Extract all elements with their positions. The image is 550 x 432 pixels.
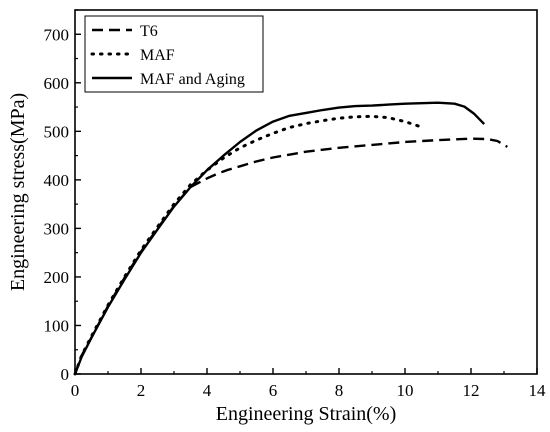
x-tick-label: 0	[71, 381, 80, 400]
y-tick-label: 400	[44, 171, 70, 190]
x-tick-label: 10	[397, 381, 414, 400]
y-axis-title: Engineering stress(MPa)	[7, 93, 29, 291]
series-line-maf	[73, 114, 423, 376]
x-tick-label: 4	[203, 381, 212, 400]
y-tick-label: 300	[44, 219, 70, 238]
legend-label: T6	[140, 23, 158, 40]
series-line-maf-and-aging	[73, 101, 486, 375]
y-tick-label: 200	[44, 268, 70, 287]
x-tick-label: 6	[269, 381, 278, 400]
legend-box	[84, 15, 264, 93]
y-tick-label: 600	[44, 74, 70, 93]
x-tick-label: 12	[463, 381, 480, 400]
x-tick-label: 8	[335, 381, 344, 400]
series-layer	[73, 101, 508, 376]
x-tick-label: 2	[137, 381, 146, 400]
y-tick-label: 100	[44, 316, 70, 335]
legend-label: MAF	[140, 47, 175, 64]
legend-label: MAF and Aging	[140, 71, 245, 88]
x-axis-title: Engineering Strain(%)	[216, 403, 397, 425]
y-tick-label: 0	[61, 365, 70, 384]
x-tick-label: 14	[529, 381, 547, 400]
ticks-layer: 0 2 4 6 8 10 12 14 0 100 200 300 400 500 600 700	[44, 9, 547, 400]
y-tick-label: 700	[44, 25, 70, 44]
legend: T6 MAF MAF and Aging	[84, 15, 264, 93]
y-tick-label: 500	[44, 122, 70, 141]
